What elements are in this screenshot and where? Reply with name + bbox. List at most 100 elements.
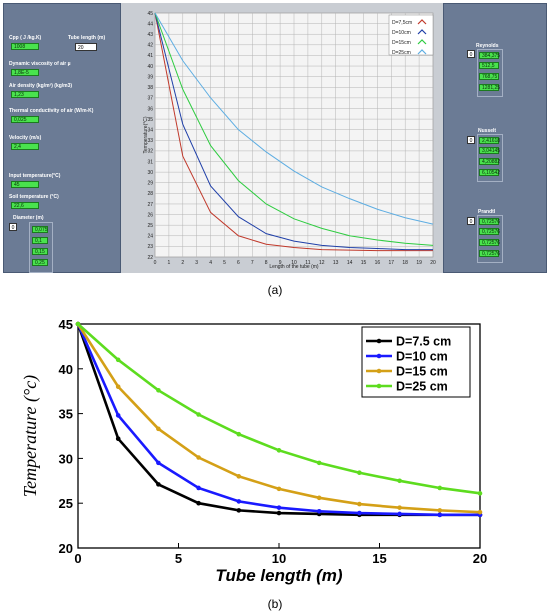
nusselt-array <box>477 134 503 182</box>
chart-b-data-point <box>276 510 282 516</box>
conductivity-label: Thermal conductivity of air (W/m-K) <box>9 108 94 114</box>
chart-b-data-point <box>236 499 242 504</box>
chart-b-legend-label: D=15 cm <box>396 365 448 379</box>
cpp-label: Cpp ( J /kg.K) <box>9 35 42 41</box>
chart-a-legend-label: D=15cm <box>392 40 411 46</box>
chart-a-y-tick-label: 29 <box>147 181 153 187</box>
chart-a-x-tick-label: 12 <box>319 260 325 266</box>
chart-a-y-tick-label: 35 <box>147 117 153 123</box>
chart-b-data-point <box>115 384 121 390</box>
soil-temperature-label: Soil temperature (°C) <box>9 194 59 200</box>
chart-b-data-point <box>196 455 201 460</box>
chart-b-data-point <box>437 512 443 518</box>
chart-a-grid <box>154 12 434 258</box>
chart-b-data-point <box>156 426 161 432</box>
chart-b-legend-label: D=25 cm <box>396 380 448 394</box>
density-label: Air density (kg/m³) (kg/m3) <box>9 83 73 89</box>
chart-b-x-tick-label: 20 <box>473 551 487 566</box>
chart-a-x-tick-label: 7 <box>251 260 254 266</box>
chart-b-data-point <box>236 431 242 437</box>
prandtl-index[interactable]: 0 <box>467 217 475 225</box>
chart-a-y-tick-label: 34 <box>147 127 153 133</box>
velocity-field[interactable]: 2,4 <box>11 143 39 150</box>
density-field[interactable]: 1,23 <box>11 91 39 98</box>
chart-a-y-tick-label: 43 <box>147 32 153 38</box>
chart-a-x-tick-label: 20 <box>430 260 436 266</box>
chart-b-x-tick-label: 10 <box>272 551 286 566</box>
nusselt-index[interactable]: 0 <box>467 136 475 144</box>
reynolds-value: 768,75 <box>479 73 499 80</box>
output-panel: Reynolds 0 384,375 512,5 768,75 1281,25 … <box>443 3 547 273</box>
tube-length-field[interactable]: 20 <box>75 43 97 51</box>
chart-a-series-line <box>154 12 433 252</box>
chart-a-x-tick-label: 2 <box>181 260 184 266</box>
reynolds-index[interactable]: 0 <box>467 50 475 58</box>
prandtl-array <box>477 215 503 263</box>
chart-a: 0 1 2 3 4 5 6 7 8 9 10 11 12 13 14 15 16 17 18 19 2022232425… <box>121 3 443 273</box>
diameter-index[interactable]: 0 <box>9 223 17 231</box>
chart-a-legend-label: D=7,5cm <box>392 20 412 26</box>
chart-a-x-tick-label: 3 <box>195 260 198 266</box>
chart-b-data-point <box>115 413 121 418</box>
chart-b-y-tick-label: 40 <box>59 362 73 377</box>
chart-a-legend-label: D=25cm <box>392 50 411 56</box>
chart-b-y-tick-label: 25 <box>59 496 73 511</box>
chart-a-y-tick-label: 26 <box>147 212 153 218</box>
chart-a-x-tick-label: 0 <box>154 260 157 266</box>
chart-b-data-point <box>357 510 362 516</box>
chart-a-x-tick-label: 9 <box>279 260 282 266</box>
chart-a-legend-label: D=10cm <box>392 30 411 36</box>
chart-b-data-point <box>156 460 161 466</box>
chart-a-y-tick-label: 33 <box>147 138 153 144</box>
chart-a-y-tick-label: 23 <box>147 244 153 250</box>
prandtl-value: 0,72576 <box>479 239 500 246</box>
chart-a-y-tick-label: 38 <box>147 85 153 91</box>
chart-b-y-tick-label: 20 <box>59 541 73 556</box>
chart-a-x-axis-label: Length of the tube (m) <box>269 264 319 270</box>
chart-b-x-axis-label: Tube length (m) <box>215 566 343 585</box>
chart-b-y-axis-label: Temperature (°c) <box>20 375 41 497</box>
input-temperature-field[interactable]: 45 <box>11 181 39 188</box>
chart-b-data-point <box>156 482 161 487</box>
chart-b-data-point <box>397 505 402 510</box>
reynolds-label: Reynolds <box>476 43 499 49</box>
chart-b-tick-labels: 0 5 10 15 20 20 25 30 35 40 45 <box>59 317 488 566</box>
chart-a-x-tick-label: 14 <box>347 260 353 266</box>
chart-a-y-tick-label: 25 <box>147 223 153 229</box>
chart-a-y-tick-label: 37 <box>147 96 153 102</box>
chart-a-legend-swatch <box>417 49 427 55</box>
diameter-label: Diameter (m) <box>13 215 44 221</box>
chart-b-legend-label: D=10 cm <box>396 350 448 364</box>
chart-a-x-tick-label: 10 <box>291 260 297 266</box>
chart-b-legend: D=7.5 cmD=10 cmD=15 cmD=25 cm <box>361 326 471 398</box>
chart-a-x-tick-label: 19 <box>416 260 422 266</box>
chart-a-x-tick-label: 4 <box>209 260 212 266</box>
cpp-field[interactable]: 1008 <box>11 43 39 50</box>
chart-a-y-tick-label: 41 <box>147 53 153 59</box>
chart-a-x-tick-label: 13 <box>333 260 339 266</box>
chart-b-data-point <box>236 474 242 479</box>
prandtl-label: Prandtl <box>478 209 496 215</box>
chart-a-legend: D=7,5cm D=10cm D=15cm D=25cm <box>388 14 434 56</box>
chart-a-x-tick-label: 8 <box>265 260 268 266</box>
viscosity-field[interactable]: 1,8E-5 <box>11 69 39 76</box>
chart-b-data-point <box>477 509 483 515</box>
chart-a-y-tick-label: 40 <box>147 64 153 70</box>
velocity-label: Velocity (m/s) <box>9 135 42 141</box>
chart-a-series-line <box>154 12 433 251</box>
chart-b-data-point <box>236 508 242 513</box>
chart-a-legend-swatch <box>417 29 427 35</box>
chart-a-lines <box>154 12 434 252</box>
chart-b-data-point <box>75 321 81 327</box>
labview-panel: Cpp ( J /kg.K) 1008 Tube length (m) 20 D… <box>3 3 547 273</box>
prandtl-value: 0,72576 <box>479 228 500 235</box>
diameter-value: 0,25 <box>32 259 48 266</box>
nusselt-value: 6,10542 <box>479 169 500 176</box>
chart-a-y-tick-label: 39 <box>147 74 153 80</box>
input-panel: Cpp ( J /kg.K) 1008 Tube length (m) 20 D… <box>3 3 121 273</box>
conductivity-field[interactable]: 0,025 <box>11 116 39 123</box>
chart-b-data-point <box>316 460 322 466</box>
chart-a-y-tick-label: 32 <box>147 149 153 155</box>
soil-temperature-field[interactable]: 22,6 <box>11 202 39 209</box>
chart-a-x-tick-label: 1 <box>168 260 171 266</box>
